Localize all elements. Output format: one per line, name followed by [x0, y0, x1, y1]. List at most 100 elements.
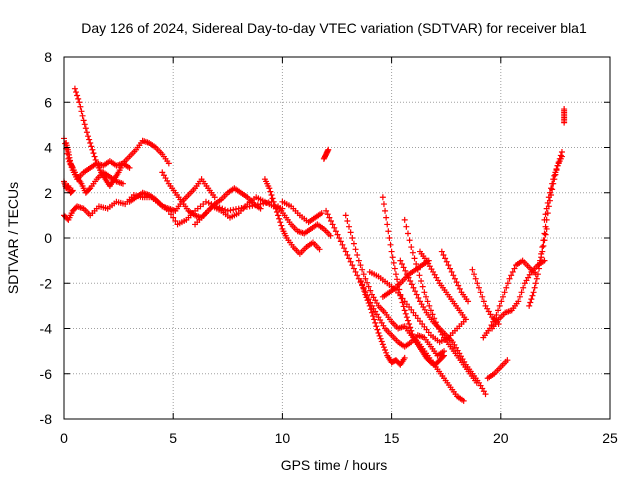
- data-point: [354, 272, 361, 279]
- data-point: [408, 327, 415, 334]
- data-point: [332, 228, 339, 235]
- data-point: [419, 283, 426, 290]
- data-point: [325, 146, 332, 153]
- data-point: [537, 257, 544, 264]
- data-point: [531, 284, 538, 291]
- data-point: [327, 218, 334, 225]
- data-point: [88, 143, 95, 150]
- data-point: [347, 229, 354, 236]
- data-point: [538, 250, 545, 257]
- data-point: [426, 302, 433, 309]
- data-point: [469, 266, 476, 273]
- data-point: [278, 222, 285, 229]
- data-point: [341, 245, 348, 252]
- series-arc-k: [279, 198, 325, 226]
- data-point: [379, 194, 386, 201]
- chart-title: Day 126 of 2024, Sidereal Day-to-day VTE…: [81, 20, 587, 36]
- series-arc-y: [484, 357, 511, 382]
- data-point: [515, 298, 522, 305]
- data-point: [266, 185, 273, 192]
- data-point: [546, 189, 553, 196]
- data-point: [397, 257, 404, 264]
- x-tick-label: 25: [602, 430, 618, 446]
- data-point: [375, 330, 382, 337]
- series-arc-t: [401, 216, 480, 386]
- data-point: [361, 288, 368, 295]
- series-arc-j: [275, 203, 334, 239]
- y-tick-label: 8: [44, 49, 52, 65]
- data-point: [455, 282, 462, 289]
- data-point: [376, 332, 383, 339]
- data-point: [346, 255, 353, 262]
- data-point: [407, 324, 414, 331]
- series-arc-ac: [541, 153, 565, 223]
- data-point: [342, 248, 349, 255]
- data-point: [447, 265, 454, 272]
- data-point: [73, 89, 80, 96]
- data-point: [471, 271, 478, 278]
- data-point: [520, 284, 527, 291]
- data-point: [69, 187, 76, 194]
- data-point: [331, 224, 338, 231]
- data-point: [516, 293, 523, 300]
- data-point: [532, 280, 539, 287]
- data-point: [501, 289, 508, 296]
- data-point: [119, 180, 126, 187]
- series-arc-r: [379, 257, 432, 300]
- y-tick-label: -2: [40, 275, 53, 291]
- tick-layer: 0 5 10 15 20 25 -8 -6 -4 -2 0 2 4 6 8: [40, 49, 618, 446]
- data-point: [360, 271, 367, 278]
- data-point: [438, 248, 445, 255]
- data-point: [408, 281, 415, 288]
- data-point: [400, 264, 407, 271]
- data-point: [402, 310, 409, 317]
- y-tick-label: -4: [40, 321, 53, 337]
- data-point: [383, 349, 390, 356]
- data-point: [561, 106, 568, 113]
- data-point: [541, 230, 548, 237]
- data-point: [326, 214, 333, 221]
- data-point: [543, 205, 550, 212]
- data-point: [277, 219, 284, 226]
- data-point: [126, 164, 133, 171]
- data-point: [479, 293, 486, 300]
- data-point: [374, 326, 381, 333]
- data-point: [380, 201, 387, 208]
- data-point: [451, 275, 458, 282]
- data-point: [421, 289, 428, 296]
- data-point: [366, 302, 373, 309]
- data-point: [388, 248, 395, 255]
- data-point: [329, 221, 336, 228]
- data-point: [407, 277, 414, 284]
- y-tick-label: 2: [44, 185, 52, 201]
- data-point: [456, 285, 463, 292]
- data-point: [327, 232, 334, 239]
- data-point: [379, 341, 386, 348]
- data-point: [71, 85, 78, 92]
- data-point: [87, 139, 94, 146]
- data-point: [318, 210, 325, 217]
- data-point: [450, 272, 457, 279]
- data-point: [81, 121, 88, 128]
- data-point: [324, 211, 331, 218]
- data-point: [370, 313, 377, 320]
- data-point: [439, 353, 446, 360]
- series-arc-f: [126, 176, 218, 214]
- data-point: [448, 268, 455, 275]
- series-arc-v: [438, 248, 472, 305]
- data-point: [360, 284, 367, 291]
- data-point: [427, 307, 434, 314]
- data-point: [526, 302, 533, 309]
- data-point: [404, 230, 411, 237]
- data-point: [344, 218, 351, 225]
- data-point: [511, 265, 518, 272]
- data-point: [403, 271, 410, 278]
- data-point: [349, 235, 356, 241]
- data-point: [270, 198, 277, 205]
- data-point: [268, 192, 275, 199]
- data-point: [542, 231, 549, 238]
- data-point: [364, 279, 371, 286]
- data-point: [475, 284, 482, 291]
- data-point: [382, 346, 389, 353]
- series-arc-o: [358, 277, 408, 368]
